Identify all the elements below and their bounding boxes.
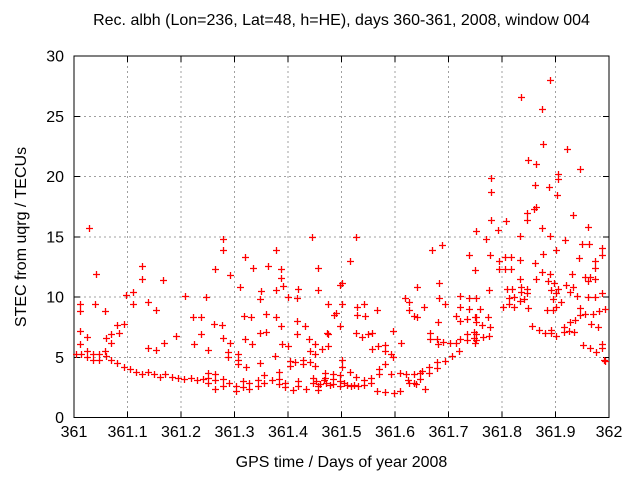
gridlines [74,56,609,418]
tick-marks [73,55,610,418]
x-tick-label: 361.2 [161,424,201,441]
x-tick-label: 361.5 [321,424,361,441]
y-tick-label: 5 [55,350,64,367]
y-tick-label: 15 [46,229,64,246]
y-tick-labels: 0 5 10 15 20 25 30 [46,49,64,428]
x-tick-label: 361.4 [268,424,308,441]
chart-title: Rec. albh (Lon=236, Lat=48, h=HE), days … [93,12,590,29]
x-tick-label: 361.7 [428,424,468,441]
x-tick-label: 361.6 [375,424,415,441]
x-tick-label: 361.3 [214,424,254,441]
y-tick-label: 30 [46,49,64,66]
x-tick-label: 362 [596,424,623,441]
y-tick-label: 25 [46,109,64,126]
x-tick-label: 361.8 [482,424,522,441]
y-tick-label: 0 [55,410,64,427]
x-tick-label: 361.9 [535,424,575,441]
y-tick-label: 20 [46,169,64,186]
x-tick-labels: 361 361.1 361.2 361.3 361.4 361.5 361.6 361.7 36… [61,424,623,441]
scatter-points [73,77,609,397]
x-tick-label: 361 [61,424,88,441]
x-tick-label: 361.1 [107,424,147,441]
x-axis-label: GPS time / Days of year 2008 [235,454,448,471]
data-point-series [73,77,609,397]
y-tick-label: 10 [46,290,64,307]
